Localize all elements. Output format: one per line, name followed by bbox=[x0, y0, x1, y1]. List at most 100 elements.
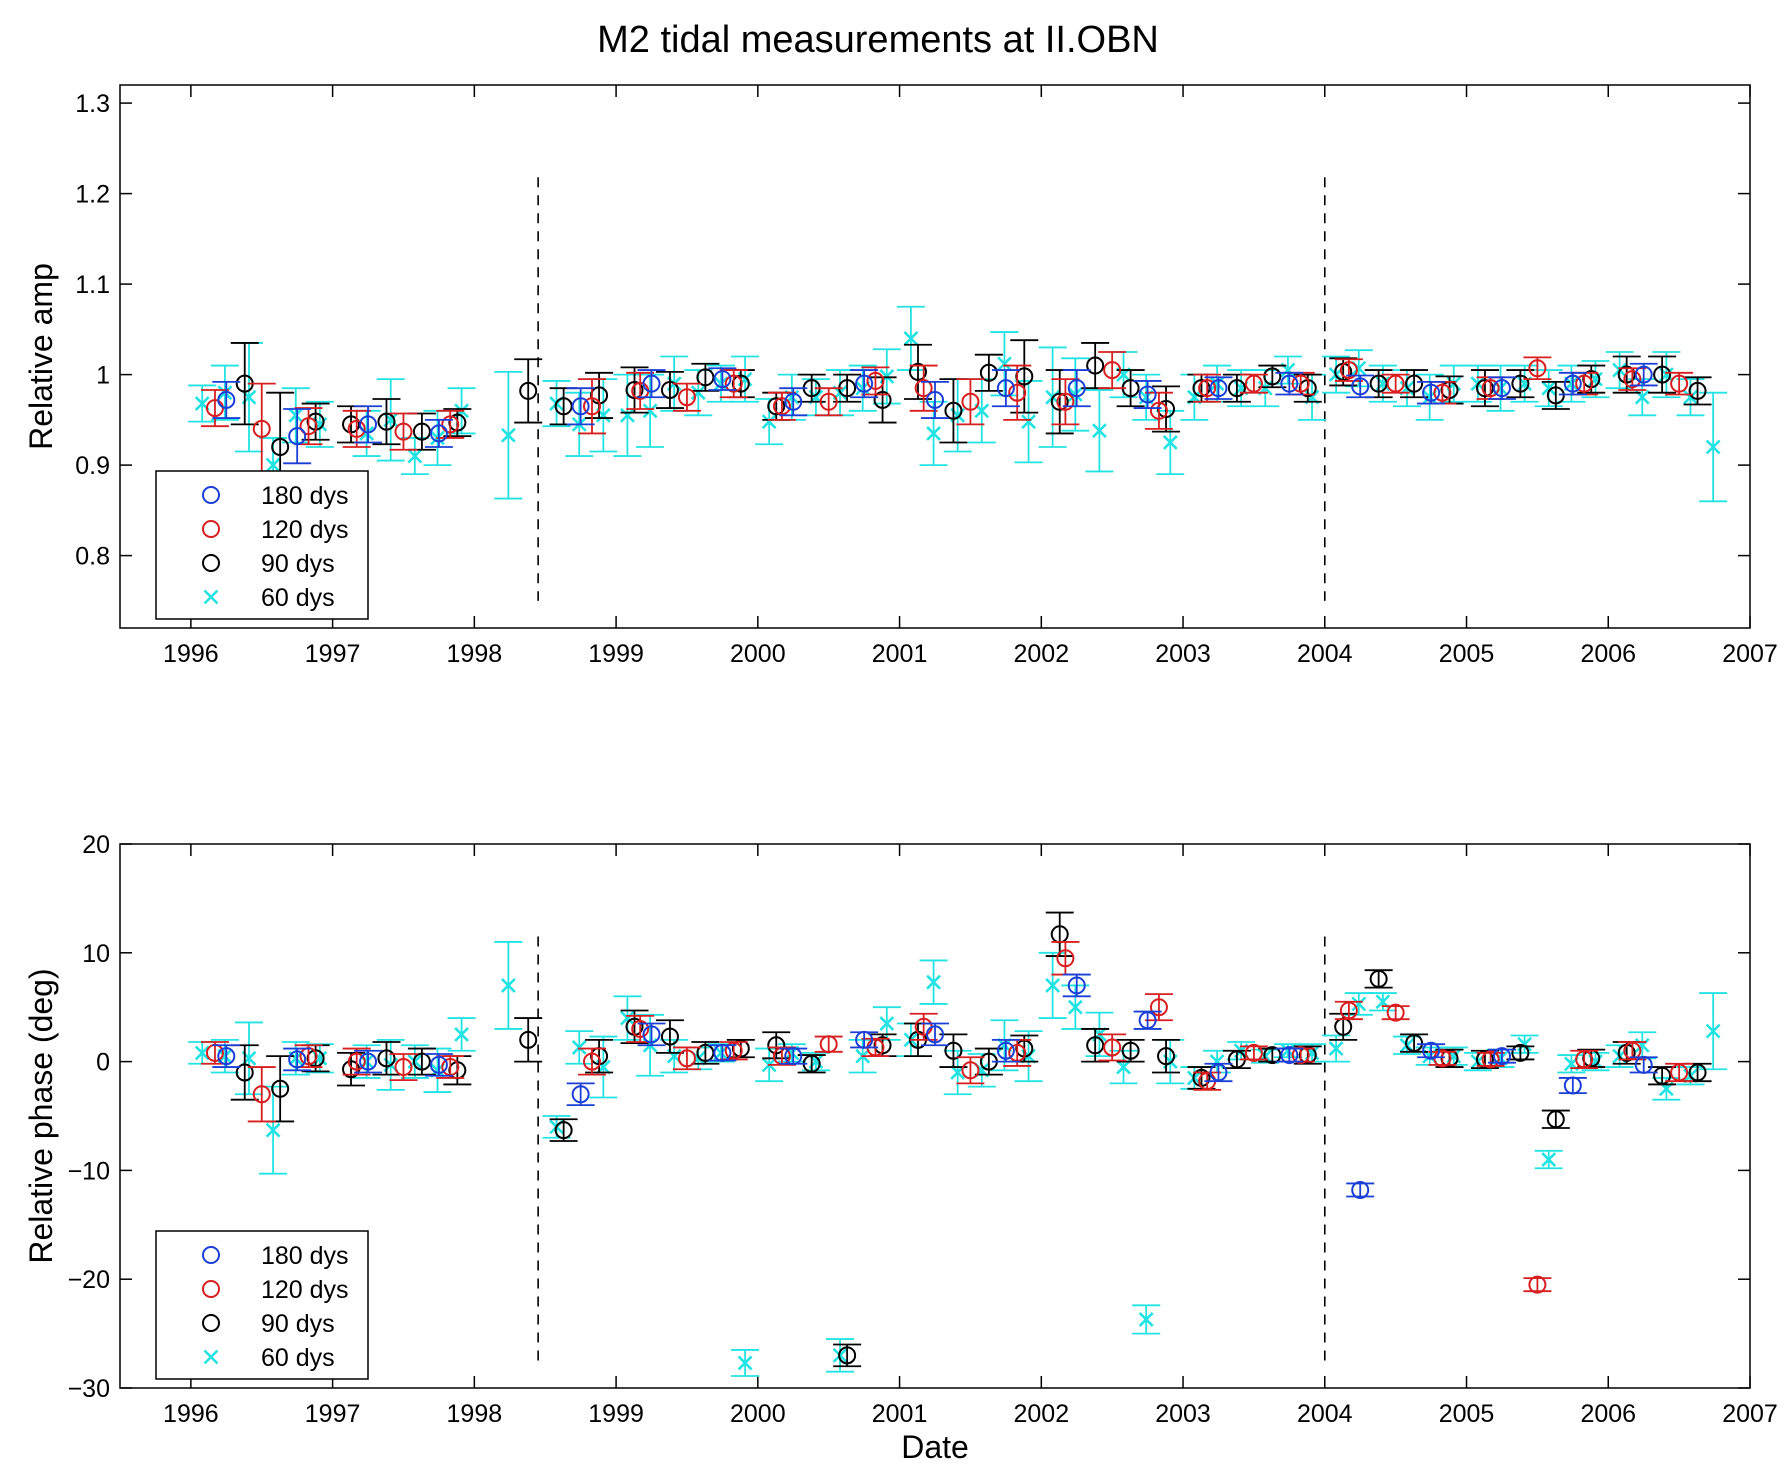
data-point bbox=[571, 397, 590, 416]
data-point bbox=[1045, 978, 1061, 993]
y-tick-label: −20 bbox=[68, 1266, 110, 1294]
error-bar bbox=[514, 358, 543, 424]
data-point bbox=[1291, 374, 1310, 393]
data-point bbox=[1339, 1001, 1358, 1020]
data-point bbox=[1198, 379, 1217, 398]
data-point bbox=[448, 413, 467, 432]
y-axis-label: Relative phase (deg) bbox=[23, 968, 59, 1263]
data-point bbox=[1056, 949, 1075, 968]
data-point bbox=[1492, 1047, 1511, 1066]
data-point bbox=[1422, 1041, 1441, 1060]
data-point bbox=[767, 397, 786, 416]
data-point bbox=[926, 1025, 944, 1044]
data-point bbox=[1481, 379, 1500, 398]
error-bar bbox=[436, 409, 465, 439]
data-point bbox=[631, 1019, 650, 1038]
x-axis-label: Date bbox=[901, 1429, 969, 1465]
y-axis-label: Relative amp bbox=[23, 263, 59, 450]
data-point bbox=[1634, 1055, 1653, 1074]
data-point bbox=[1369, 374, 1388, 393]
error-bar bbox=[1541, 1109, 1570, 1129]
data-point bbox=[996, 379, 1015, 398]
data-point bbox=[299, 417, 318, 436]
data-point bbox=[1008, 383, 1027, 402]
error-bar bbox=[850, 369, 879, 399]
x-tick-label: 1999 bbox=[588, 1400, 644, 1428]
error-bar bbox=[514, 1017, 543, 1063]
data-point bbox=[642, 374, 661, 393]
data-point bbox=[1067, 387, 1083, 402]
y-tick-label: 10 bbox=[82, 940, 110, 968]
data-point bbox=[696, 1043, 715, 1062]
error-bar bbox=[833, 373, 862, 403]
data-point bbox=[625, 380, 644, 399]
data-point bbox=[620, 1010, 635, 1026]
error-bar bbox=[1417, 1043, 1446, 1059]
error-bar bbox=[1239, 373, 1268, 394]
data-point bbox=[1386, 374, 1405, 393]
data-point bbox=[642, 1025, 661, 1044]
legend-box bbox=[155, 1230, 369, 1380]
data-point bbox=[838, 1346, 857, 1365]
error-bar bbox=[779, 387, 808, 417]
data-point bbox=[855, 1030, 874, 1049]
x-tick-label: 2005 bbox=[1439, 1400, 1495, 1428]
legend-marker bbox=[202, 554, 220, 572]
data-point bbox=[1705, 1023, 1721, 1039]
data-point bbox=[582, 1052, 601, 1071]
data-point bbox=[1263, 367, 1282, 386]
data-point bbox=[1688, 381, 1707, 400]
data-point bbox=[1149, 401, 1168, 420]
data-point bbox=[429, 424, 448, 443]
data-point bbox=[359, 415, 378, 434]
data-point bbox=[571, 1085, 590, 1104]
data-point bbox=[737, 1355, 753, 1371]
x-tick-label: 2004 bbox=[1297, 1400, 1353, 1428]
data-point bbox=[441, 415, 460, 434]
data-point bbox=[873, 390, 892, 409]
data-point bbox=[979, 363, 998, 382]
data-point bbox=[554, 397, 573, 416]
data-point bbox=[582, 397, 601, 416]
data-point bbox=[1209, 1063, 1228, 1082]
error-bar bbox=[991, 369, 1020, 408]
data-point bbox=[1209, 379, 1228, 398]
data-point bbox=[1405, 374, 1424, 393]
y-tick-label: 1 bbox=[96, 362, 110, 390]
data-point bbox=[1528, 1275, 1547, 1294]
data-point bbox=[1634, 1037, 1650, 1053]
data-point bbox=[1683, 389, 1698, 405]
error-bar bbox=[577, 1047, 606, 1076]
data-point bbox=[731, 1039, 750, 1058]
error-bar bbox=[212, 380, 241, 419]
y-tick-label: 1.1 bbox=[75, 271, 110, 299]
data-point bbox=[554, 1121, 573, 1140]
x-tick-label: 2002 bbox=[1013, 1400, 1069, 1428]
legend-marker bbox=[203, 1349, 219, 1365]
data-point bbox=[271, 1079, 290, 1098]
data-point bbox=[642, 403, 658, 419]
data-point bbox=[713, 1043, 732, 1062]
data-point bbox=[696, 368, 715, 387]
legend-marker bbox=[202, 1246, 220, 1264]
data-point bbox=[1192, 379, 1211, 398]
data-point bbox=[961, 1061, 980, 1080]
data-point bbox=[1280, 374, 1299, 393]
y-tick-label: 0 bbox=[96, 1049, 110, 1077]
chart-title: M2 tidal measurements at II.OBN bbox=[597, 19, 1159, 61]
x-tick-label: 2002 bbox=[1013, 640, 1069, 668]
data-point bbox=[407, 448, 423, 464]
error-bar bbox=[247, 382, 276, 476]
legend-entry-label: 120 dys bbox=[261, 516, 349, 544]
data-point bbox=[1575, 374, 1594, 393]
x-tick-label: 1997 bbox=[305, 640, 361, 668]
data-point bbox=[1291, 1046, 1310, 1065]
data-point bbox=[1138, 1011, 1157, 1030]
error-bar bbox=[1558, 1077, 1587, 1095]
x-tick-label: 1997 bbox=[305, 1400, 361, 1428]
data-point bbox=[1617, 365, 1636, 384]
error-bar bbox=[200, 389, 229, 428]
data-point bbox=[1670, 1063, 1689, 1082]
data-point bbox=[1670, 374, 1689, 393]
x-tick-label: 1998 bbox=[447, 1400, 503, 1428]
